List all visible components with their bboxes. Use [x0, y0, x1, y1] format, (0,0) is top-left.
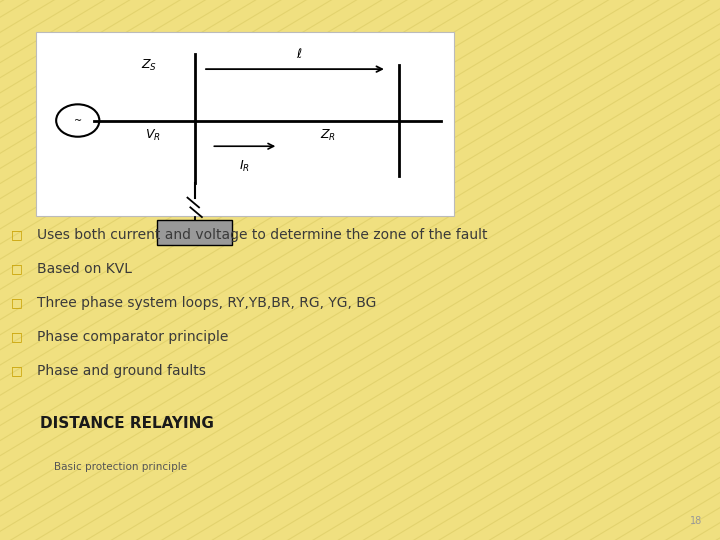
- Text: Three phase system loops, RY,YB,BR, RG, YG, BG: Three phase system loops, RY,YB,BR, RG, …: [37, 296, 377, 310]
- Text: Basic protection principle: Basic protection principle: [54, 462, 187, 472]
- Text: ~: ~: [73, 116, 82, 125]
- Text: □: □: [11, 262, 22, 275]
- Text: 18: 18: [690, 516, 702, 526]
- Text: □: □: [11, 364, 22, 377]
- Text: □: □: [11, 330, 22, 343]
- Text: Uses both current and voltage to determine the zone of the fault: Uses both current and voltage to determi…: [37, 228, 488, 242]
- Text: $I_R$: $I_R$: [239, 159, 251, 174]
- Text: DISTANCE RELAYING: DISTANCE RELAYING: [40, 416, 213, 431]
- Text: Phase comparator principle: Phase comparator principle: [37, 330, 229, 344]
- Text: $Z_R$: $Z_R$: [320, 127, 336, 143]
- Text: Based on KVL: Based on KVL: [37, 262, 132, 276]
- Text: □: □: [11, 228, 22, 241]
- FancyBboxPatch shape: [36, 32, 454, 216]
- FancyBboxPatch shape: [157, 220, 233, 246]
- Text: $Z_S$: $Z_S$: [140, 58, 157, 73]
- Text: $\ell$: $\ell$: [296, 48, 302, 62]
- Text: $V_R$: $V_R$: [145, 127, 161, 143]
- Text: □: □: [11, 296, 22, 309]
- Text: Phase and ground faults: Phase and ground faults: [37, 364, 207, 378]
